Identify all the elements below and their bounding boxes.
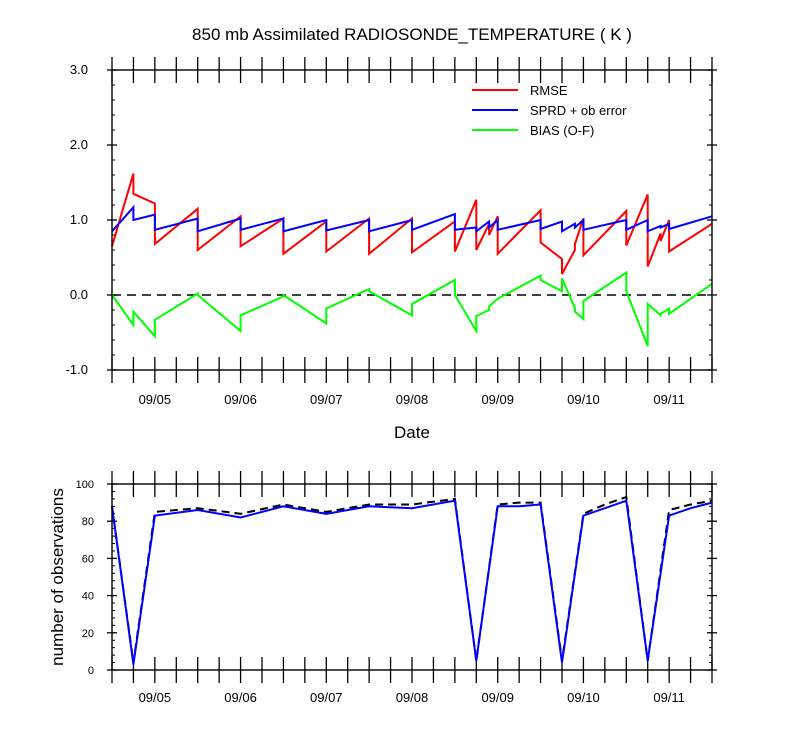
x-tick-label: 09/05	[139, 392, 172, 407]
x-tick-label: 09/09	[481, 690, 514, 705]
x-tick-label: 09/05	[139, 690, 172, 705]
y-tick-label: 20	[82, 628, 94, 640]
y-tick-label: 0.0	[70, 287, 88, 302]
top-panel-ticks: -1.0 0.0 1.0 2.0 3.0 09/05 09/06 09/07 09/08 09/0…	[66, 57, 717, 407]
y-tick-label: -1.0	[66, 362, 88, 377]
x-tick-label: 09/11	[653, 690, 685, 705]
legend-label-sprd-ob-error: SPRD + ob error	[530, 103, 627, 118]
series-line-bias-o-f	[111, 270, 713, 347]
y-tick-label: 0	[88, 665, 94, 677]
top-panel-frame	[111, 69, 713, 371]
y-tick-label: 3.0	[70, 62, 88, 77]
x-tick-label: 09/11	[653, 392, 685, 407]
x-axis-label: Date	[394, 423, 430, 442]
legend-label-rmse: RMSE	[530, 83, 568, 98]
series-line-rmse	[111, 173, 713, 275]
x-tick-label: 09/06	[224, 392, 257, 407]
x-tick-label: 09/07	[310, 392, 343, 407]
series-line-possible	[111, 495, 713, 663]
top-panel-series	[111, 173, 713, 347]
series-line-assimilated	[111, 499, 713, 665]
x-tick-label: 09/10	[567, 392, 600, 407]
bottom-panel-series	[111, 495, 713, 665]
series-line-sprd-ob-error	[111, 204, 713, 234]
y-tick-label: 2.0	[70, 137, 88, 152]
chart-title: 850 mb Assimilated RADIOSONDE_TEMPERATUR…	[192, 25, 632, 44]
x-tick-label: 09/06	[224, 690, 257, 705]
y-tick-label: 100	[76, 479, 94, 491]
legend: RMSE SPRD + ob error BIAS (O-F)	[472, 83, 627, 138]
x-tick-label: 09/10	[567, 690, 600, 705]
legend-label-bias-o-f: BIAS (O-F)	[530, 123, 594, 138]
y-tick-label: 60	[82, 553, 94, 565]
bottom-panel-frame	[111, 483, 713, 671]
x-tick-label: 09/08	[396, 392, 429, 407]
y-axis-label-observations: number of observations	[48, 488, 67, 666]
x-tick-label: 09/07	[310, 690, 343, 705]
x-tick-label: 09/09	[481, 392, 514, 407]
y-tick-label: 1.0	[70, 212, 88, 227]
y-tick-label: 40	[82, 591, 94, 603]
y-tick-label: 80	[82, 516, 94, 528]
x-tick-label: 09/08	[396, 690, 429, 705]
